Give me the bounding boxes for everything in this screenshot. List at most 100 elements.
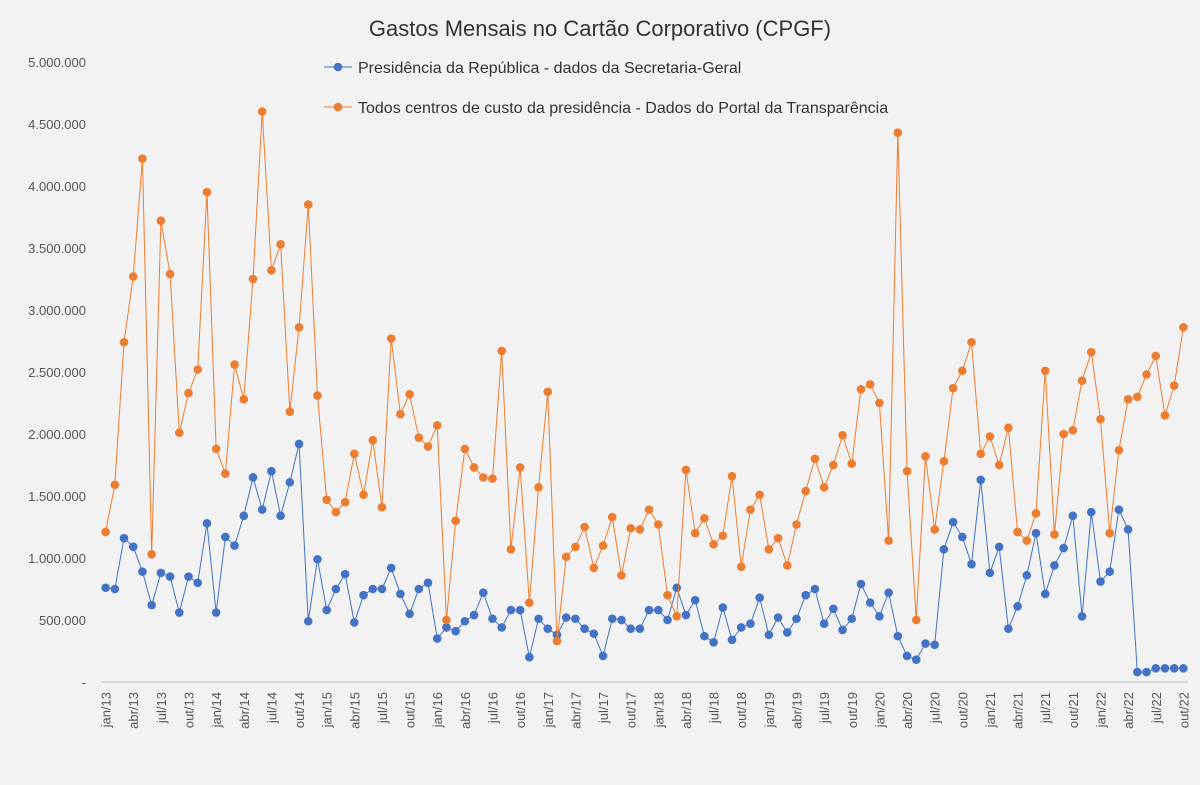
data-point xyxy=(810,454,820,464)
data-point xyxy=(607,512,617,522)
data-point xyxy=(672,611,682,621)
data-point xyxy=(350,449,359,459)
data-point xyxy=(1169,381,1179,390)
y-tick-label: - xyxy=(82,675,86,690)
data-point xyxy=(773,533,783,543)
data-point xyxy=(248,473,258,482)
data-point xyxy=(976,449,986,459)
data-point xyxy=(921,639,930,648)
y-tick-label: 2.500.000 xyxy=(28,365,86,380)
data-point xyxy=(598,651,608,661)
data-point xyxy=(543,624,553,633)
data-point xyxy=(497,346,507,356)
data-point xyxy=(469,463,479,472)
data-point xyxy=(257,505,267,514)
data-point xyxy=(322,605,331,615)
x-tick-label: jul/16 xyxy=(486,692,501,724)
data-point xyxy=(663,590,672,600)
data-point xyxy=(893,128,903,137)
x-tick-label: abr/13 xyxy=(126,692,141,729)
legend-item-2: Todos centros de custo da presidência - … xyxy=(324,100,888,117)
data-point xyxy=(303,616,313,626)
data-point xyxy=(147,549,156,559)
data-point xyxy=(552,636,562,646)
chart-title: Gastos Mensais no Cartão Corporativo (CP… xyxy=(369,16,831,41)
data-point xyxy=(423,578,433,588)
x-tick-label: out/21 xyxy=(1066,692,1081,728)
data-point xyxy=(506,605,516,615)
data-point xyxy=(1142,370,1151,379)
data-point xyxy=(276,511,285,521)
y-tick-label: 500.000 xyxy=(39,613,86,628)
data-point xyxy=(156,216,166,226)
series-line xyxy=(105,443,1184,673)
y-tick-label: 3.000.000 xyxy=(28,303,86,318)
data-point xyxy=(303,200,313,209)
data-point xyxy=(1179,323,1188,332)
y-tick-label: 3.500.000 xyxy=(28,241,86,256)
x-tick-label: out/14 xyxy=(292,692,307,728)
data-point xyxy=(396,589,405,599)
data-point xyxy=(331,507,341,517)
data-point xyxy=(368,435,378,445)
data-point xyxy=(442,615,451,625)
data-point xyxy=(626,523,635,533)
legend: Presidência da República - dados da Secr… xyxy=(324,60,888,117)
data-point xyxy=(792,520,801,529)
data-point xyxy=(1133,667,1142,677)
data-point xyxy=(755,593,764,602)
x-tick-label: jan/18 xyxy=(651,692,666,728)
data-point xyxy=(156,568,166,578)
data-point xyxy=(875,611,884,621)
data-point xyxy=(829,604,838,614)
data-point xyxy=(175,428,184,438)
data-point xyxy=(138,154,147,164)
data-point xyxy=(478,473,488,482)
data-point xyxy=(396,409,405,419)
data-point xyxy=(580,624,589,633)
data-point xyxy=(377,502,387,512)
data-point xyxy=(276,239,285,249)
data-point xyxy=(718,531,728,540)
data-point xyxy=(239,394,249,404)
data-point xyxy=(911,655,921,664)
data-point xyxy=(782,561,792,570)
data-point xyxy=(847,614,857,624)
data-point xyxy=(764,545,774,554)
data-point xyxy=(976,475,986,485)
data-point xyxy=(1096,577,1105,586)
data-point xyxy=(460,616,470,626)
data-point xyxy=(985,432,995,441)
data-point xyxy=(432,634,442,643)
data-point xyxy=(239,511,249,521)
data-point xyxy=(230,360,239,369)
data-point xyxy=(617,615,626,625)
data-point xyxy=(690,595,700,605)
data-point xyxy=(165,269,175,279)
data-point xyxy=(847,459,857,469)
data-point xyxy=(819,483,829,492)
x-tick-label: out/18 xyxy=(734,692,749,728)
data-point xyxy=(773,613,783,622)
data-point xyxy=(285,478,295,487)
legend-marker xyxy=(333,102,343,112)
x-tick-label: out/15 xyxy=(403,692,418,728)
data-point xyxy=(506,545,516,554)
data-point xyxy=(497,623,507,632)
data-point xyxy=(1096,414,1105,424)
legend-marker xyxy=(333,62,343,72)
data-point xyxy=(700,631,709,641)
data-point xyxy=(1114,445,1124,455)
data-point xyxy=(119,337,129,347)
data-point xyxy=(727,635,737,645)
data-point xyxy=(248,274,258,284)
data-point xyxy=(525,652,534,662)
x-tick-label: abr/14 xyxy=(237,692,252,729)
data-point xyxy=(856,385,866,394)
data-point xyxy=(746,505,755,514)
data-point xyxy=(377,584,387,594)
data-point xyxy=(488,474,497,483)
data-point xyxy=(1068,511,1078,521)
legend-label: Presidência da República - dados da Secr… xyxy=(358,60,741,77)
